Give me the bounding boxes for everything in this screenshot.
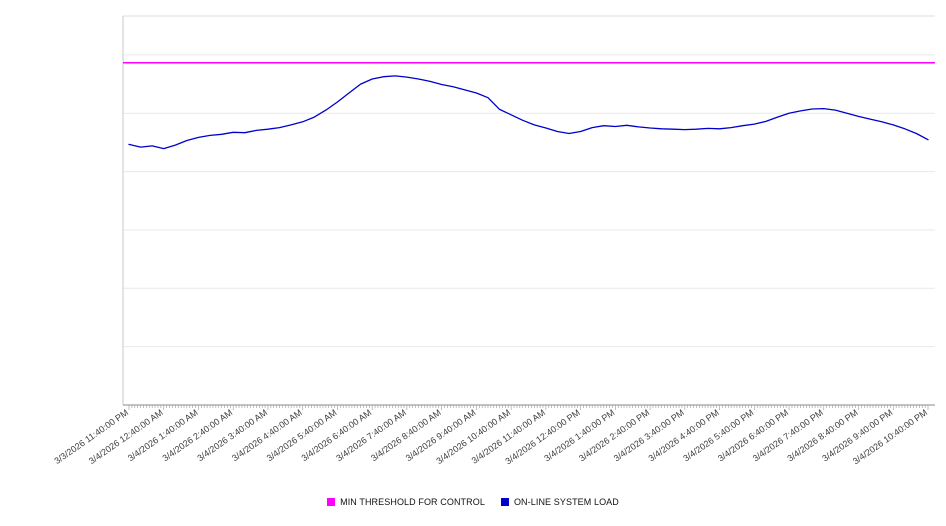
legend-label-system-load: ON-LINE SYSTEM LOAD <box>513 497 619 507</box>
threshold-legend-swatch-icon <box>327 498 336 506</box>
legend-label-min-threshold: MIN THRESHOLD FOR CONTROL <box>340 497 485 507</box>
load-legend-swatch-icon <box>500 498 509 506</box>
chart-plot-area: 3/3/2026 11:40:00 PM3/4/2026 12:40:00 AM… <box>52 15 935 466</box>
system-load-line <box>128 75 929 150</box>
legend-item-min-threshold: MIN THRESHOLD FOR CONTROL <box>327 497 485 507</box>
chart-legend: MIN THRESHOLD FOR CONTROL ON-LINE SYSTEM… <box>0 497 946 507</box>
legend-item-system-load: ON-LINE SYSTEM LOAD <box>500 497 619 507</box>
